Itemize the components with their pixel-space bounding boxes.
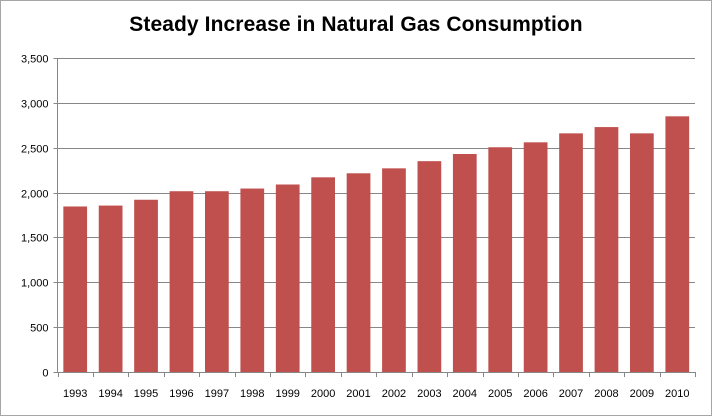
- x-tick-label: 2009: [630, 388, 654, 400]
- bar-2010: [665, 116, 690, 372]
- x-tick-label: 1998: [240, 388, 264, 400]
- x-tick-label: 1997: [205, 388, 229, 400]
- x-tick-label: 1994: [98, 388, 122, 400]
- axes: [53, 58, 696, 377]
- bar-2003: [417, 161, 442, 372]
- x-tick-label: 1993: [63, 388, 87, 400]
- x-tick-label: 1999: [275, 388, 299, 400]
- x-tick-label: 2005: [488, 388, 512, 400]
- x-tick-label: 2008: [594, 388, 618, 400]
- bar-2008: [594, 127, 619, 372]
- bar-2005: [488, 147, 513, 372]
- x-tick-label: 2002: [382, 388, 406, 400]
- bar-2002: [382, 168, 406, 372]
- x-tick-label: 2003: [417, 388, 441, 400]
- gridlines: [57, 58, 695, 328]
- x-tick-label: 2000: [311, 388, 335, 400]
- x-tick-label: 1995: [134, 388, 158, 400]
- bar-1996: [169, 191, 194, 372]
- bar-1995: [134, 199, 158, 372]
- bar-1993: [63, 206, 88, 372]
- bar-2000: [311, 177, 335, 372]
- y-tick-label: 1,500: [21, 233, 49, 245]
- bar-1999: [275, 184, 300, 372]
- x-tick-label: 2004: [453, 388, 477, 400]
- bar-2004: [452, 153, 477, 372]
- bar-2006: [523, 142, 548, 372]
- y-tick-label: 2,500: [21, 144, 49, 156]
- x-tick-label: 2006: [523, 388, 547, 400]
- x-tick-label: 2001: [346, 388, 370, 400]
- x-tick-label: 2007: [559, 388, 583, 400]
- tick-labels: 0 500 1,000 1,500 2,000 2,500 3,000 3,500 1993 19…: [21, 54, 690, 401]
- bar-2001: [346, 173, 371, 372]
- bar-1994: [98, 205, 123, 372]
- bar-1998: [240, 188, 265, 372]
- y-tick-label: 3,000: [21, 99, 49, 111]
- bar-2007: [559, 133, 583, 372]
- x-tick-label: 1996: [169, 388, 193, 400]
- bar-1997: [205, 191, 229, 372]
- bar-2009: [630, 133, 654, 372]
- y-tick-label: 500: [30, 323, 48, 335]
- y-tick-label: 1,000: [21, 278, 49, 290]
- chart-title: Steady Increase in Natural Gas Consumpti…: [129, 13, 583, 36]
- y-tick-label: 2,000: [21, 189, 49, 201]
- y-tick-label: 0: [42, 368, 48, 380]
- bars: [63, 116, 690, 372]
- y-tick-label: 3,500: [21, 54, 49, 66]
- x-tick-label: 2010: [665, 388, 689, 400]
